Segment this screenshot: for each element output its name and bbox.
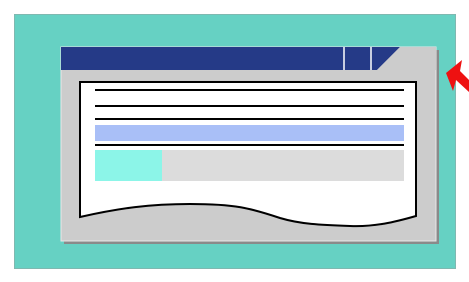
page <box>0 0 469 282</box>
illustration <box>0 0 469 282</box>
title-bar <box>61 47 400 70</box>
field-fill <box>95 150 162 181</box>
highlight-bar <box>95 125 404 141</box>
